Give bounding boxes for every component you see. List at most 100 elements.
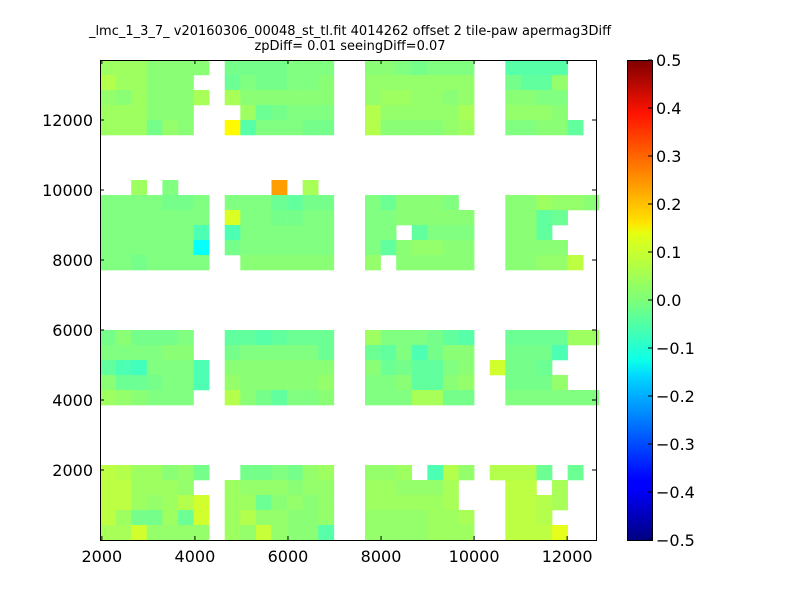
heatmap-cell: [442, 194, 459, 211]
heatmap-cell: [100, 509, 116, 526]
heatmap-cell: [411, 374, 428, 391]
heatmap-cell: [302, 239, 319, 256]
heatmap-cell: [162, 194, 179, 211]
heatmap-cell: [224, 509, 241, 526]
heatmap-cell: [567, 194, 584, 211]
heatmap-cell: [255, 254, 272, 271]
heatmap-cell: [193, 59, 210, 76]
heatmap-cell: [271, 180, 288, 196]
heatmap-cell: [146, 89, 163, 106]
heatmap-cell: [271, 479, 288, 496]
heatmap-cell: [100, 119, 116, 136]
heatmap-cell: [396, 194, 413, 211]
heatmap-cell: [380, 329, 397, 346]
heatmap-cell: [193, 209, 210, 226]
heatmap-cell: [380, 74, 397, 91]
heatmap-cell: [520, 479, 537, 496]
heatmap-cell: [131, 525, 148, 541]
heatmap-cell: [505, 89, 522, 106]
heatmap-cell: [162, 509, 179, 526]
heatmap-cell: [427, 374, 444, 391]
heatmap-cell: [146, 254, 163, 271]
heatmap-cell: [287, 329, 303, 346]
heatmap-cell: [240, 104, 257, 121]
heatmap-cell: [193, 525, 210, 541]
heatmap-cell: [365, 254, 381, 271]
heatmap-cell: [318, 104, 335, 121]
heatmap-cell: [318, 390, 335, 406]
heatmap-cell: [442, 509, 459, 526]
heatmap-cell: [396, 479, 413, 496]
heatmap-cell: [255, 525, 272, 541]
heatmap-cell: [162, 464, 179, 481]
heatmap-cell: [442, 390, 459, 406]
heatmap-cell: [442, 119, 459, 136]
heatmap-cell: [505, 359, 522, 376]
heatmap-cell: [177, 464, 194, 481]
heatmap-cell: [536, 119, 553, 136]
heatmap-cell: [427, 59, 444, 76]
heatmap-cell: [287, 464, 303, 481]
heatmap-cell: [365, 359, 381, 376]
heatmap-cell: [520, 464, 537, 481]
heatmap-cell: [302, 194, 319, 211]
heatmap-cell: [552, 329, 568, 346]
heatmap-cell: [380, 495, 397, 511]
heatmap-cell: [255, 329, 272, 346]
heatmap-cell: [146, 479, 163, 496]
heatmap-cell: [271, 464, 288, 481]
heatmap-cell: [396, 525, 413, 541]
heatmap-cell: [146, 495, 163, 511]
heatmap-cell: [131, 239, 148, 256]
heatmap-cell: [396, 374, 413, 391]
heatmap-cell: [520, 509, 537, 526]
heatmap-cell: [365, 525, 381, 541]
heatmap-cell: [255, 89, 272, 106]
heatmap-cell: [365, 119, 381, 136]
heatmap-cell: [458, 74, 475, 91]
heatmap-cell: [115, 209, 132, 226]
heatmap-cell: [115, 359, 132, 376]
heatmap-cell: [287, 344, 303, 361]
heatmap-cell: [318, 119, 335, 136]
heatmap-cell: [318, 344, 335, 361]
heatmap-cell: [552, 344, 568, 361]
heatmap-cell: [177, 74, 194, 91]
heatmap-cell: [240, 74, 257, 91]
heatmap-cell: [318, 239, 335, 256]
heatmap-cell: [567, 254, 584, 271]
heatmap-cell: [287, 509, 303, 526]
heatmap-cell: [411, 89, 428, 106]
heatmap-cell: [240, 390, 257, 406]
heatmap-cell: [100, 495, 116, 511]
heatmap-cell: [224, 59, 241, 76]
heatmap-cell: [193, 374, 210, 391]
heatmap-cell: [505, 119, 522, 136]
heatmap-cell: [177, 495, 194, 511]
heatmap-cell: [255, 209, 272, 226]
heatmap-cell: [287, 119, 303, 136]
heatmap-cell: [520, 374, 537, 391]
heatmap-cell: [224, 239, 241, 256]
heatmap-cell: [458, 464, 475, 481]
heatmap-cell: [536, 344, 553, 361]
heatmap-cell: [115, 224, 132, 241]
heatmap-cell: [505, 509, 522, 526]
heatmap-cell: [146, 194, 163, 211]
heatmap-cell: [255, 359, 272, 376]
heatmap-cell: [146, 224, 163, 241]
heatmap-cell: [193, 254, 210, 271]
heatmap-cell: [411, 59, 428, 76]
heatmap-cell: [380, 464, 397, 481]
heatmap-cell: [131, 390, 148, 406]
heatmap-cell: [458, 89, 475, 106]
heatmap-cell: [458, 104, 475, 121]
heatmap-cell: [255, 495, 272, 511]
heatmap-cell: [520, 239, 537, 256]
heatmap-cell: [302, 89, 319, 106]
heatmap-cell: [271, 495, 288, 511]
heatmap-cell: [240, 495, 257, 511]
heatmap-cell: [193, 194, 210, 211]
colorbar-tick-label: −0.5: [656, 531, 695, 550]
